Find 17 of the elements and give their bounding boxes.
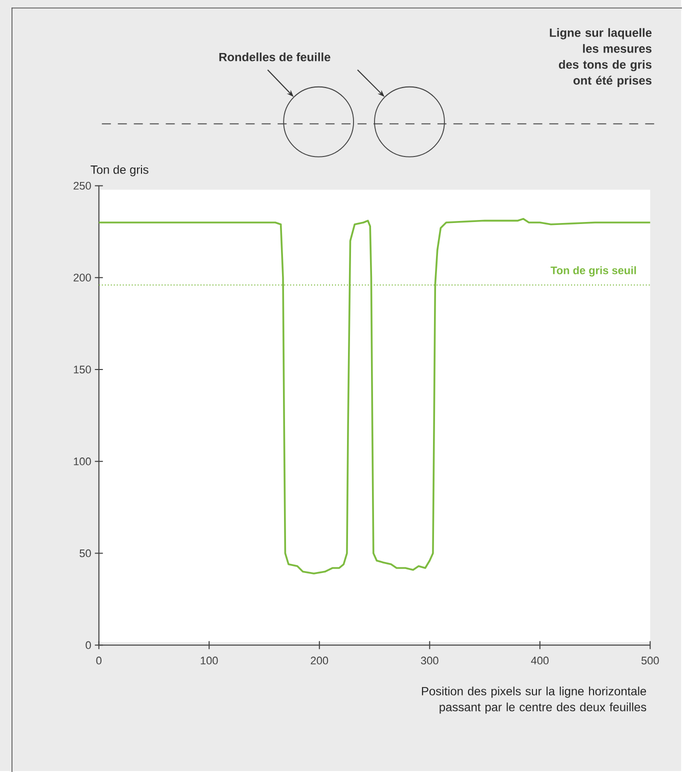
y-tick-label: 50 [80, 549, 91, 558]
x-axis-title: Position des pixels sur la ligne horizontale passant par le centre des deux feuilles [422, 686, 646, 714]
y-tick-label: 150 [74, 366, 91, 374]
y-axis-title: Ton de gris [90, 165, 148, 176]
y-tick-label: 200 [74, 274, 91, 282]
x-tick-label: 500 [641, 656, 659, 664]
x-tick-label: 100 [200, 656, 218, 664]
x-tick-label: 0 [96, 656, 102, 664]
x-tick-label: 300 [420, 656, 438, 664]
y-tick-label: 250 [74, 182, 91, 190]
text: Ligne sur laquelle les mesures des tons de gris ont été prises [550, 28, 652, 88]
y-tick-label: 0 [86, 641, 91, 650]
text: Rondelles de feuille [219, 52, 330, 62]
y-tick-label: 100 [74, 458, 91, 466]
ref-line-label: Ton de gris seuil [550, 266, 636, 276]
x-tick-label: 400 [530, 656, 549, 664]
x-tick-label: 200 [310, 656, 328, 664]
